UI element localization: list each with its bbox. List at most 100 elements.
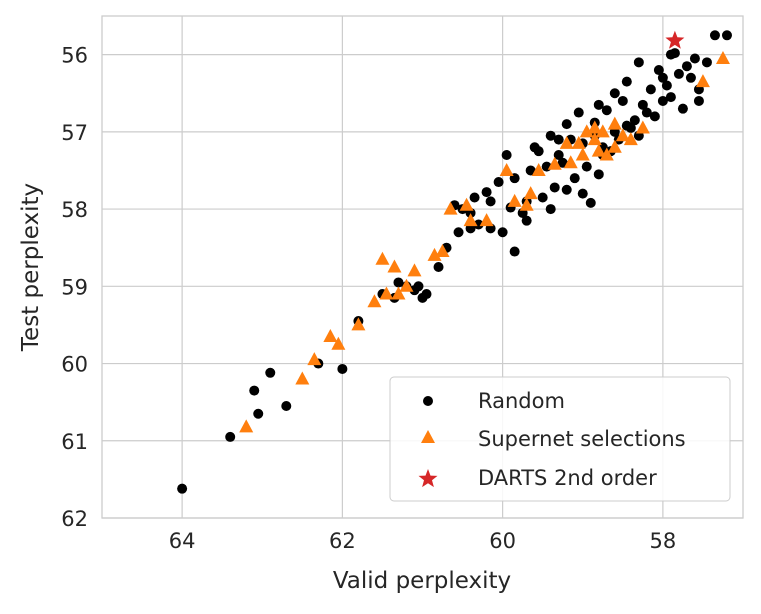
data-point-random <box>393 277 404 288</box>
data-point-random <box>453 227 464 238</box>
data-point-random <box>549 182 560 193</box>
y-tick-label: 56 <box>61 44 88 68</box>
series-triangle <box>239 50 730 433</box>
data-point-random <box>677 103 688 114</box>
data-point-random <box>525 165 536 176</box>
legend-marker-random <box>423 396 433 406</box>
data-point-supernet <box>387 259 402 273</box>
data-point-supernet <box>351 317 366 331</box>
legend-label-supernet: Supernet selections <box>478 427 686 451</box>
data-point-supernet <box>635 120 650 134</box>
data-point-supernet <box>575 147 590 161</box>
y-tick-label: 62 <box>61 507 88 531</box>
legend-marker-darts <box>418 469 438 488</box>
data-point-random <box>685 72 696 83</box>
data-point-random <box>593 169 604 180</box>
data-point-random <box>493 177 504 188</box>
data-point-random <box>553 150 564 161</box>
data-point-random <box>577 188 588 199</box>
data-point-supernet <box>331 336 346 350</box>
plot-frame <box>101 15 744 519</box>
data-point-random <box>573 107 584 118</box>
data-point-random <box>509 246 520 257</box>
data-point-random <box>413 281 424 292</box>
data-point-supernet <box>607 116 622 130</box>
data-point-random <box>633 57 644 68</box>
data-point-random <box>521 215 532 226</box>
y-tick-label: 60 <box>61 353 88 377</box>
data-point-supernet <box>507 193 522 207</box>
data-point-supernet <box>443 201 458 215</box>
data-point-supernet <box>571 135 586 149</box>
data-point-random <box>529 142 540 153</box>
data-point-supernet <box>715 50 730 64</box>
data-point-supernet <box>579 124 594 138</box>
data-point-random <box>641 107 652 118</box>
series-star <box>665 30 685 49</box>
data-point-random <box>481 187 492 198</box>
y-tick-label: 57 <box>61 121 88 145</box>
data-point-supernet <box>379 286 394 300</box>
data-points <box>177 30 732 494</box>
y-tick-label: 59 <box>61 275 88 299</box>
data-point-supernet <box>623 132 638 146</box>
data-point-random <box>665 49 676 60</box>
data-point-random <box>265 367 276 378</box>
data-point-random <box>545 130 556 141</box>
data-point-supernet <box>587 120 602 134</box>
data-point-random <box>561 119 572 130</box>
data-point-random <box>629 115 640 126</box>
x-axis-label: Valid perplexity <box>333 568 511 594</box>
data-point-supernet <box>407 263 422 277</box>
data-point-supernet <box>375 251 390 265</box>
data-point-supernet <box>391 286 406 300</box>
data-point-supernet <box>615 128 630 142</box>
data-point-random <box>537 192 548 203</box>
data-point-supernet <box>531 162 546 176</box>
data-point-random <box>433 262 444 272</box>
data-point-random <box>469 192 480 203</box>
legend-label-darts: DARTS 2nd order <box>478 466 657 490</box>
data-point-random <box>569 173 580 184</box>
data-point-random <box>249 385 260 396</box>
data-point-random <box>281 401 292 412</box>
x-tick-label: 64 <box>169 529 196 553</box>
data-point-supernet <box>563 155 578 169</box>
data-point-supernet <box>547 156 562 170</box>
data-point-random <box>553 134 564 145</box>
data-point-random <box>649 111 660 122</box>
data-point-random <box>561 184 572 195</box>
legend-box <box>389 376 731 502</box>
data-point-random <box>545 204 556 215</box>
data-point-random <box>673 68 684 79</box>
data-point-supernet <box>499 162 514 176</box>
data-point-random <box>581 161 592 172</box>
data-point-random <box>177 483 188 494</box>
data-point-random <box>617 95 628 106</box>
data-point-random <box>701 57 712 68</box>
data-point-random <box>421 289 432 300</box>
data-point-supernet <box>399 278 414 292</box>
data-point-supernet <box>367 294 382 308</box>
data-point-random <box>625 122 636 133</box>
data-point-random <box>557 157 568 168</box>
data-point-supernet <box>435 244 450 258</box>
data-point-supernet <box>559 135 574 149</box>
data-point-supernet <box>479 213 494 227</box>
data-point-random <box>473 219 484 230</box>
data-point-random <box>657 95 668 106</box>
data-point-random <box>693 95 704 106</box>
data-point-random <box>601 105 612 116</box>
data-point-supernet <box>463 213 478 227</box>
data-point-supernet <box>591 143 606 157</box>
data-point-supernet <box>595 124 610 138</box>
x-tick-label: 62 <box>329 529 356 553</box>
data-point-random <box>497 227 508 238</box>
legend-marker-supernet <box>421 430 435 443</box>
data-point-random <box>653 65 664 76</box>
data-point-random <box>657 72 668 83</box>
x-tick-label: 60 <box>489 529 516 553</box>
y-tick-label: 61 <box>61 430 88 454</box>
data-point-random <box>709 30 720 41</box>
data-point-random <box>225 431 236 442</box>
